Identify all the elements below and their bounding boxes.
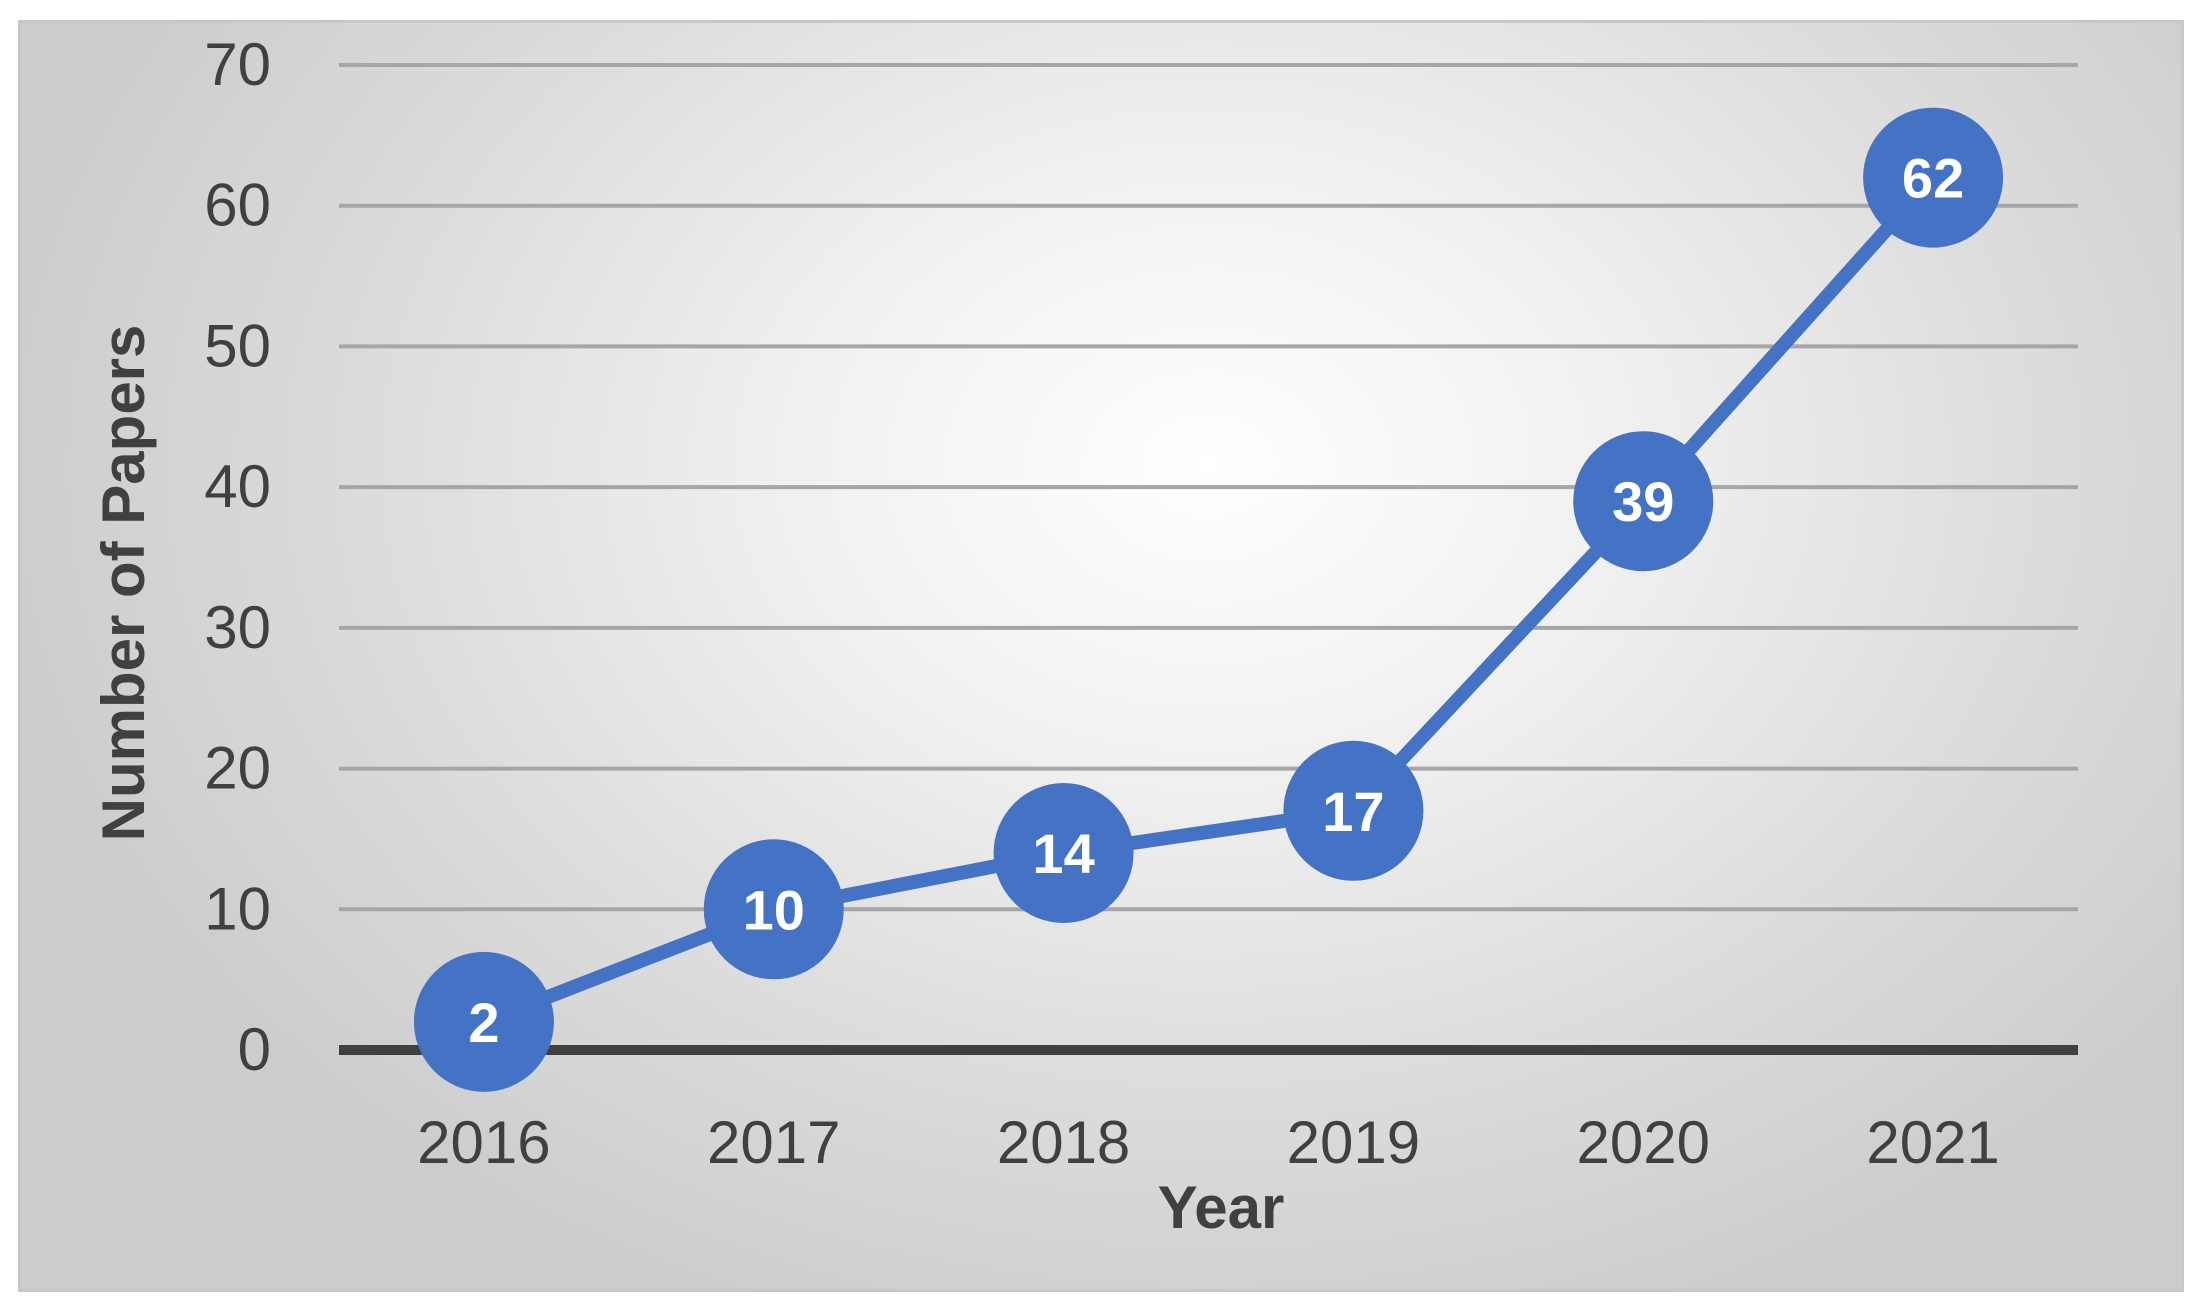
chart-area: 0 10 20 30 40 50 60 70 2016 2017 2018 2019 2020 2021… — [18, 20, 2184, 1292]
x-tick-label: 2020 — [1577, 1109, 1710, 1176]
x-tick-label: 2021 — [1866, 1109, 1999, 1176]
y-tick-label: 50 — [204, 312, 271, 379]
y-tick-label: 20 — [204, 735, 271, 802]
data-point-marker — [413, 951, 554, 1092]
data-label: 10 — [743, 878, 805, 941]
series-polyline — [481, 172, 1939, 1029]
gridlines — [339, 63, 2078, 912]
x-tick-label: 2019 — [1287, 1109, 1420, 1176]
data-label: 17 — [1322, 780, 1384, 843]
y-axis-title: Number of Papers — [90, 325, 157, 842]
data-markers: 2 10 14 17 39 62 — [413, 107, 2004, 1092]
x-tick-label: 2016 — [417, 1109, 550, 1176]
x-tick-label: 2018 — [997, 1109, 1130, 1176]
line-chart: 0 10 20 30 40 50 60 70 2016 2017 2018 2019 2020 2021… — [90, 31, 2078, 1241]
x-axis-title: Year — [1158, 1174, 1285, 1241]
data-point-marker — [1283, 740, 1424, 881]
y-tick-label: 0 — [238, 1016, 271, 1083]
y-tick-label: 40 — [204, 453, 271, 520]
y-tick-label: 30 — [204, 594, 271, 661]
data-label: 14 — [1032, 822, 1094, 885]
data-label: 39 — [1612, 470, 1674, 533]
y-tick-label: 70 — [204, 31, 271, 98]
data-label: 2 — [468, 991, 499, 1054]
series-line — [481, 172, 1939, 1029]
y-tick-label: 10 — [204, 875, 271, 942]
x-axis-tick-labels: 2016 2017 2018 2019 2020 2021 — [417, 1109, 2000, 1176]
data-point-marker — [1573, 431, 1714, 572]
data-label: 62 — [1902, 147, 1964, 210]
data-point-marker — [993, 783, 1134, 923]
x-tick-label: 2017 — [707, 1109, 840, 1176]
data-point-marker — [703, 839, 844, 980]
y-axis-tick-labels: 0 10 20 30 40 50 60 70 — [204, 31, 271, 1083]
y-tick-label: 60 — [204, 172, 271, 239]
data-point-marker — [1863, 107, 2004, 248]
